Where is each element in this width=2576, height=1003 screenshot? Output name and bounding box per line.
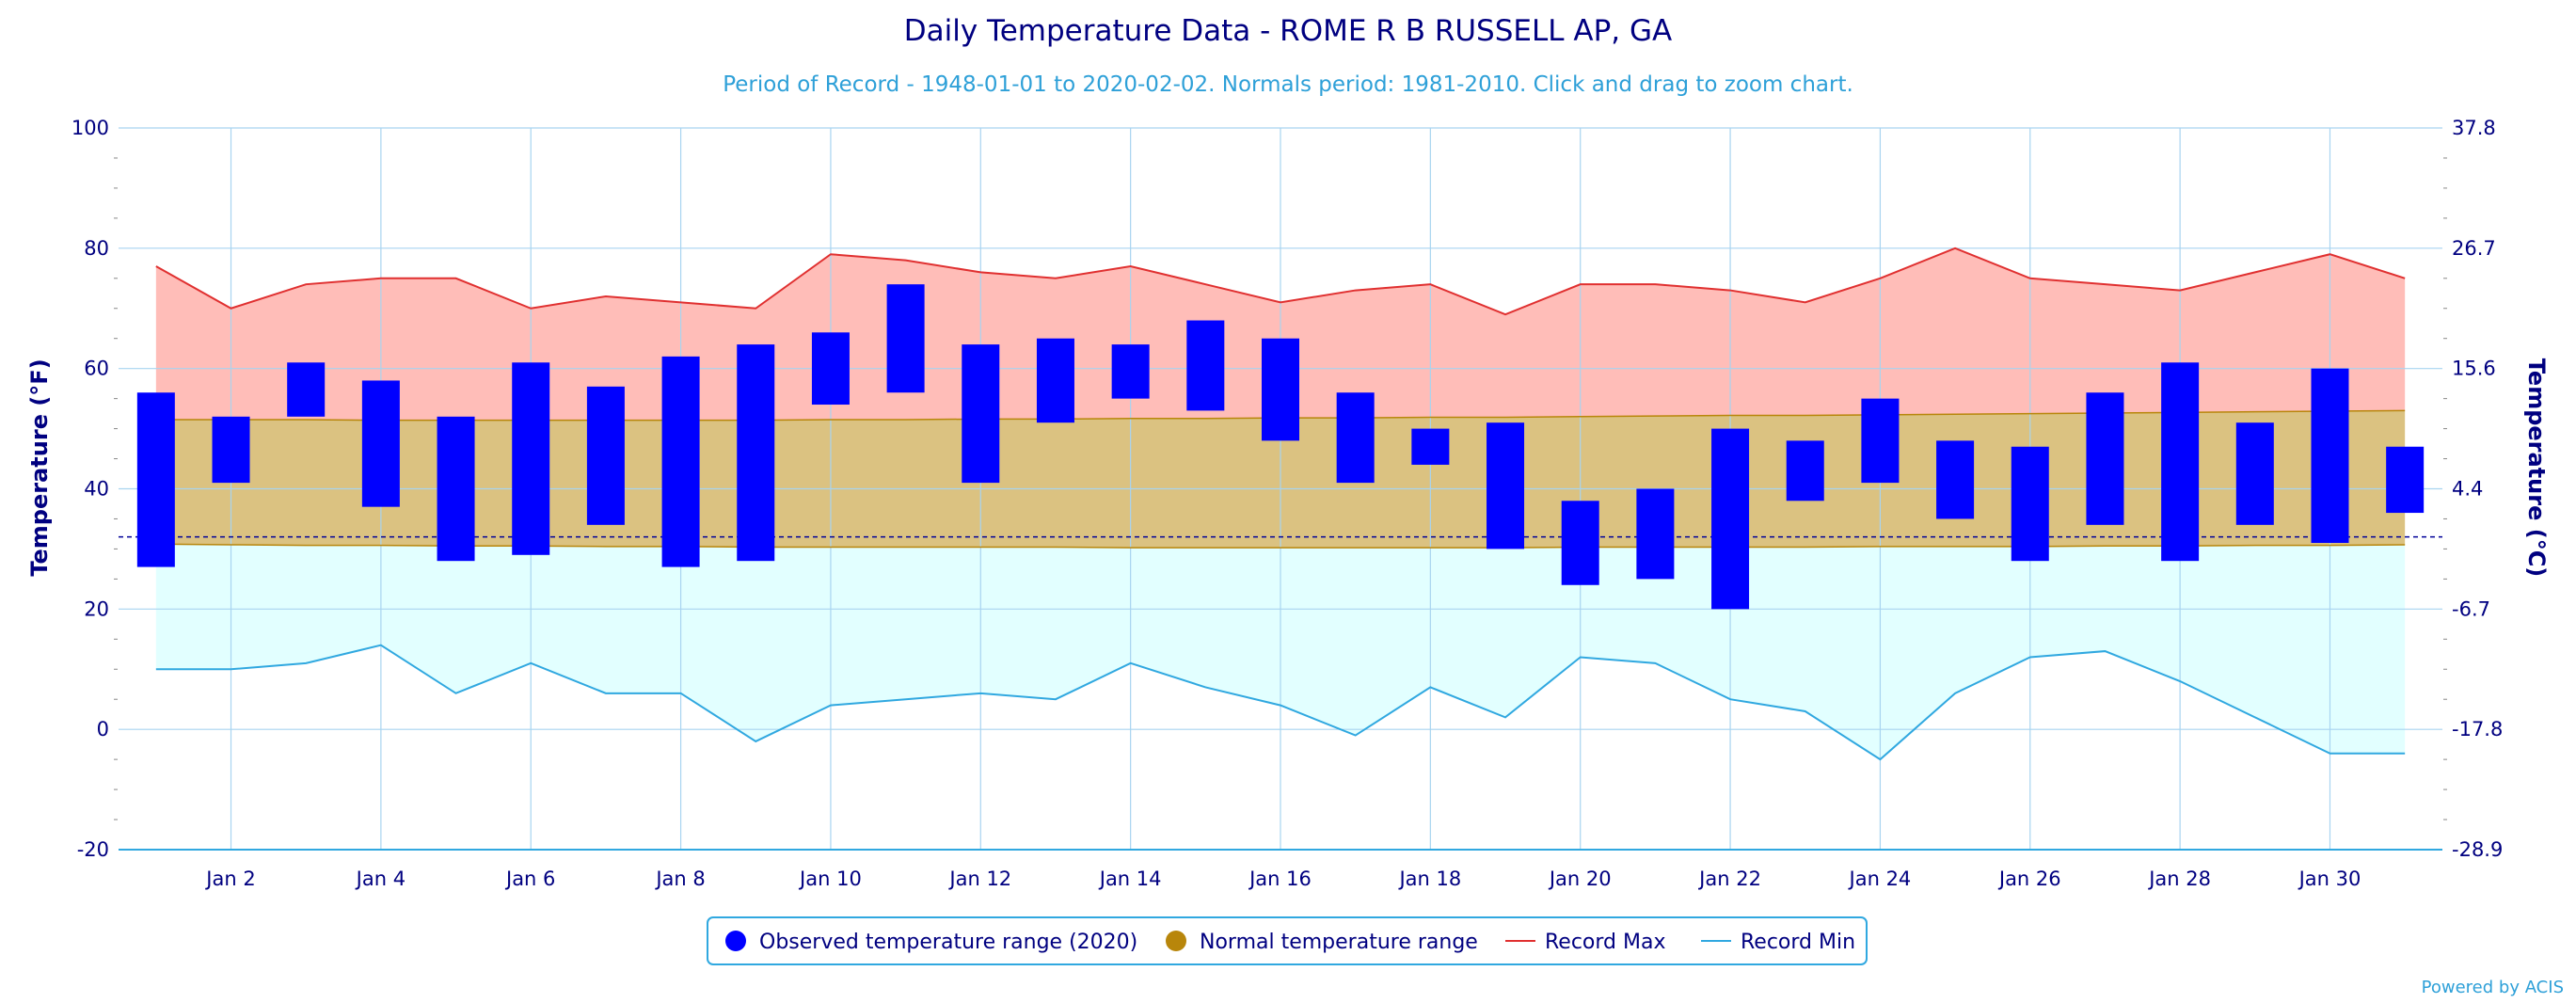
chart-subtitle: Period of Record - 1948-01-01 to 2020-02…: [723, 72, 1853, 97]
legend[interactable]: Observed temperature range (2020) Normal…: [707, 916, 1868, 965]
y-tick-label-left: -20: [77, 838, 109, 861]
y-tick-label-right: 37.8: [2452, 117, 2496, 139]
legend-record-min-label: Record Min: [1741, 931, 1855, 954]
y-axis-right-title: Temperature (°C): [2523, 358, 2550, 578]
legend-normal-marker: [1166, 931, 1186, 951]
y-tick-label-right: 26.7: [2452, 237, 2496, 260]
x-tick-label: Jan 18: [1397, 868, 1461, 890]
observed-bars[interactable]: [136, 284, 2425, 610]
x-tick-label: Jan 14: [1098, 868, 1162, 890]
legend-record-max-label: Record Max: [1545, 931, 1666, 954]
observed-bar[interactable]: [811, 332, 850, 406]
y-axis-left-title: Temperature (°F): [26, 358, 53, 576]
legend-item-normal[interactable]: Normal temperature range: [1166, 931, 1478, 954]
x-tick-label: Jan 10: [798, 868, 862, 890]
legend-observed-label: Observed temperature range (2020): [759, 931, 1137, 954]
observed-bar[interactable]: [2086, 392, 2124, 525]
observed-bar[interactable]: [2311, 368, 2349, 544]
y-tick-label-left: 40: [84, 478, 109, 501]
observed-bar[interactable]: [1561, 501, 1599, 585]
observed-bar[interactable]: [512, 362, 550, 555]
credit-link[interactable]: Powered by ACIS: [2422, 978, 2564, 997]
observed-bar[interactable]: [1487, 422, 1525, 549]
y-tick-label-left: 20: [84, 597, 109, 620]
observed-bar[interactable]: [661, 356, 700, 567]
observed-bar[interactable]: [437, 416, 475, 562]
observed-bar[interactable]: [287, 362, 326, 417]
observed-bar[interactable]: [737, 344, 775, 562]
record-min-line[interactable]: [155, 644, 2406, 761]
observed-bar[interactable]: [1036, 338, 1074, 423]
x-tick-label: Jan 22: [1697, 868, 1761, 890]
observed-bar[interactable]: [1636, 488, 1675, 580]
x-tick-label: Jan 8: [654, 868, 705, 890]
observed-bar[interactable]: [2161, 362, 2200, 562]
observed-bar[interactable]: [136, 392, 175, 567]
observed-bar[interactable]: [2386, 446, 2425, 514]
x-tick-label: Jan 30: [2298, 868, 2361, 890]
y-tick-label-left: 100: [72, 117, 109, 139]
observed-bar[interactable]: [2011, 446, 2049, 562]
legend-item-record-min[interactable]: Record Min: [1701, 931, 1855, 954]
y-tick-label-right: 15.6: [2452, 358, 2496, 380]
observed-bar[interactable]: [1861, 398, 1900, 484]
legend-observed-marker: [725, 931, 746, 951]
y-tick-label-right: -6.7: [2452, 597, 2490, 620]
record-max-line[interactable]: [155, 247, 2406, 316]
observed-bar[interactable]: [1786, 440, 1824, 502]
legend-item-observed[interactable]: Observed temperature range (2020): [725, 931, 1137, 954]
observed-bar[interactable]: [586, 386, 625, 525]
observed-bar[interactable]: [1262, 338, 1299, 441]
x-tick-label: Jan 6: [504, 868, 555, 890]
y-tick-label-right: -17.8: [2452, 718, 2503, 740]
observed-bar[interactable]: [2235, 422, 2274, 525]
observed-bar[interactable]: [1336, 392, 1375, 484]
observed-bar[interactable]: [1411, 428, 1450, 465]
x-tick-label: Jan 24: [1848, 868, 1912, 890]
legend-normal-label: Normal temperature range: [1200, 931, 1478, 954]
x-tick-label: Jan 12: [947, 868, 1011, 890]
axes: 100 80 60 40 20 0 -20 37.8 26.7 15.6 4.4 -6.7 -17.8 -…: [72, 117, 2503, 890]
x-tick-label: Jan 28: [2147, 868, 2211, 890]
chart-title: Daily Temperature Data - ROME R B RUSSEL…: [904, 14, 1672, 48]
x-tick-label: Jan 20: [1548, 868, 1612, 890]
y-tick-label-right: -28.9: [2452, 838, 2503, 861]
observed-bar[interactable]: [1111, 344, 1150, 399]
observed-bar[interactable]: [962, 344, 1000, 484]
y-tick-label-left: 60: [84, 358, 109, 380]
y-tick-label-left: 80: [84, 237, 109, 260]
observed-bar[interactable]: [1186, 320, 1225, 411]
x-tick-label: Jan 16: [1248, 868, 1312, 890]
y-tick-label-right: 4.4: [2452, 478, 2483, 501]
observed-bar[interactable]: [1936, 440, 1975, 519]
observed-bar[interactable]: [1711, 428, 1750, 610]
y-tick-label-left: 0: [97, 718, 109, 740]
legend-box: [707, 916, 1868, 965]
observed-bar[interactable]: [361, 380, 400, 507]
observed-bar[interactable]: [212, 416, 250, 484]
observed-bar[interactable]: [886, 284, 925, 393]
x-tick-label: Jan 26: [1997, 868, 2061, 890]
legend-item-record-max[interactable]: Record Max: [1505, 931, 1666, 954]
x-tick-label: Jan 4: [355, 868, 405, 890]
x-tick-label: Jan 2: [204, 868, 255, 890]
